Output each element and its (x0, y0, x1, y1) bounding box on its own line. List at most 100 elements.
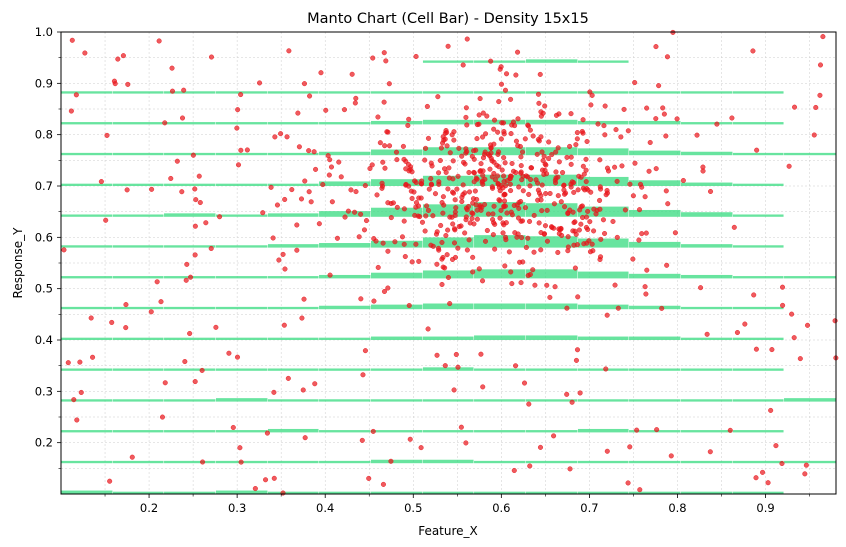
data-point (424, 203, 430, 209)
data-point (527, 183, 533, 189)
data-point (574, 347, 581, 353)
cell-bar (319, 399, 371, 402)
cell-bar (422, 60, 474, 63)
data-point (564, 391, 570, 397)
data-point (374, 192, 380, 198)
data-point (377, 140, 383, 146)
data-point (605, 168, 612, 174)
data-point (230, 424, 236, 431)
data-point (199, 367, 205, 373)
data-point (512, 123, 518, 129)
cell-bar (267, 244, 319, 248)
cell-bar (112, 245, 164, 248)
data-point (474, 136, 480, 142)
data-point (581, 241, 587, 247)
data-point (363, 218, 370, 224)
data-point (455, 364, 461, 370)
cell-bar (681, 274, 733, 279)
data-point (541, 171, 547, 177)
data-point (647, 139, 653, 146)
cell-bar (474, 460, 526, 464)
data-point (570, 228, 576, 234)
data-point (401, 156, 407, 162)
data-point (371, 298, 377, 304)
data-point (660, 105, 666, 111)
cell-bar (526, 174, 578, 186)
data-point (496, 149, 502, 155)
data-point (680, 177, 686, 184)
data-point (580, 163, 586, 169)
data-point (694, 132, 700, 138)
data-point (323, 107, 329, 113)
data-point (197, 199, 203, 206)
data-point (500, 120, 507, 126)
data-point (306, 148, 312, 154)
cell-bar (112, 460, 164, 464)
data-point (535, 197, 541, 203)
data-point (104, 132, 110, 138)
data-point (196, 173, 202, 179)
data-point (359, 437, 365, 443)
data-point (539, 182, 545, 188)
cell-bar (61, 306, 113, 310)
data-point (386, 81, 392, 87)
data-point (445, 274, 452, 281)
data-point (341, 107, 348, 113)
data-point (301, 296, 307, 302)
data-point (495, 129, 501, 135)
data-point (451, 387, 457, 393)
cell-bar (577, 336, 629, 340)
data-point (482, 238, 489, 244)
cell-bar (61, 368, 113, 371)
data-point (444, 252, 450, 258)
data-point (642, 284, 648, 290)
data-point (302, 435, 308, 441)
data-point (464, 247, 470, 253)
data-point (358, 296, 364, 302)
cell-bar (61, 276, 113, 279)
data-point (546, 155, 552, 162)
data-point (501, 173, 507, 179)
data-point (423, 213, 429, 219)
data-point (664, 54, 670, 60)
data-point (470, 254, 476, 260)
data-point (386, 143, 393, 149)
data-point (78, 389, 84, 395)
data-point (518, 218, 524, 224)
data-point (513, 363, 519, 369)
data-point (627, 181, 633, 187)
data-point (636, 237, 642, 243)
cell-bar (61, 183, 113, 186)
cell-bar (216, 276, 268, 279)
data-point (591, 206, 597, 212)
data-point (579, 203, 585, 209)
data-point (238, 459, 244, 465)
cell-bar (267, 183, 319, 186)
cell-bar (784, 276, 836, 279)
data-point (568, 154, 574, 160)
data-point (307, 93, 313, 99)
data-point (567, 143, 573, 149)
data-point (817, 62, 824, 68)
data-point (536, 100, 542, 106)
cell-bar (732, 214, 784, 217)
data-point (753, 475, 759, 481)
y-tick-label: 1.0 (35, 25, 53, 39)
cell-bar (371, 207, 423, 217)
data-point (447, 301, 453, 307)
data-point (237, 445, 243, 451)
data-point (426, 186, 432, 192)
data-point (501, 203, 507, 209)
data-point (541, 153, 547, 159)
data-point (159, 414, 166, 420)
cell-bar (526, 147, 578, 156)
data-point (491, 220, 497, 226)
data-point (538, 247, 544, 253)
cell-bar (629, 460, 681, 464)
data-point (558, 199, 564, 205)
data-point (436, 247, 442, 253)
data-point (465, 203, 472, 210)
data-point (707, 449, 713, 455)
data-point (416, 258, 422, 264)
data-point (552, 284, 558, 290)
